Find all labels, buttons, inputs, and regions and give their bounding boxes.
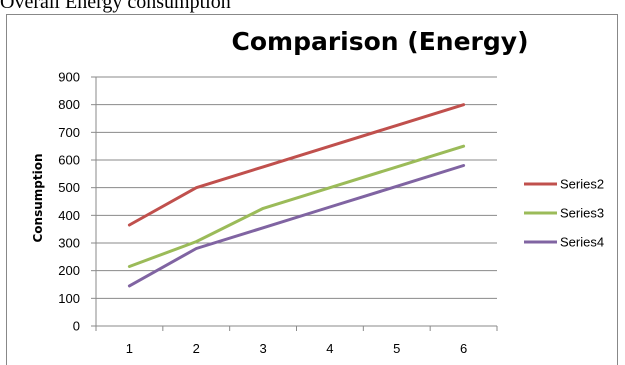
y-tick-label: 400 <box>58 208 80 223</box>
y-tick-label: 300 <box>58 236 80 251</box>
y-tick-label: 700 <box>58 125 80 140</box>
axes <box>91 76 498 331</box>
chart-title: Comparison (Energy) <box>232 27 529 56</box>
chart-frame <box>6 14 618 365</box>
y-axis-label: Consumption <box>31 153 45 242</box>
legend-label: Series2 <box>560 177 604 192</box>
y-tick-label: 600 <box>58 153 80 168</box>
gridlines <box>96 76 497 299</box>
y-tick-label: 500 <box>58 180 80 195</box>
legend: Series2 Series3 Series4 <box>524 177 604 250</box>
series-line-series4 <box>127 164 466 288</box>
legend-label: Series3 <box>560 206 604 221</box>
x-tick-label: 1 <box>126 341 133 356</box>
x-tick-label: 3 <box>259 341 266 356</box>
y-tick-label: 200 <box>58 263 80 278</box>
y-tick-label: 800 <box>58 97 80 112</box>
x-tick-label: 6 <box>460 341 467 356</box>
y-tick-label: 100 <box>58 291 80 306</box>
y-tick-label: 900 <box>58 70 80 85</box>
series-line-series3 <box>127 144 466 268</box>
legend-label: Series4 <box>560 235 604 250</box>
x-tick-labels: 1 2 3 4 5 6 <box>126 341 467 356</box>
x-tick-label: 5 <box>393 341 400 356</box>
x-tick-label: 4 <box>326 341 333 356</box>
y-tick-labels: 0 100 200 300 400 500 600 700 800 900 <box>58 70 80 334</box>
y-tick-label: 0 <box>73 319 80 334</box>
x-tick-label: 2 <box>193 341 200 356</box>
series-line-series2 <box>127 103 466 227</box>
caption-text: Overall Energy consumption <box>0 0 231 13</box>
series-lines <box>127 103 466 288</box>
